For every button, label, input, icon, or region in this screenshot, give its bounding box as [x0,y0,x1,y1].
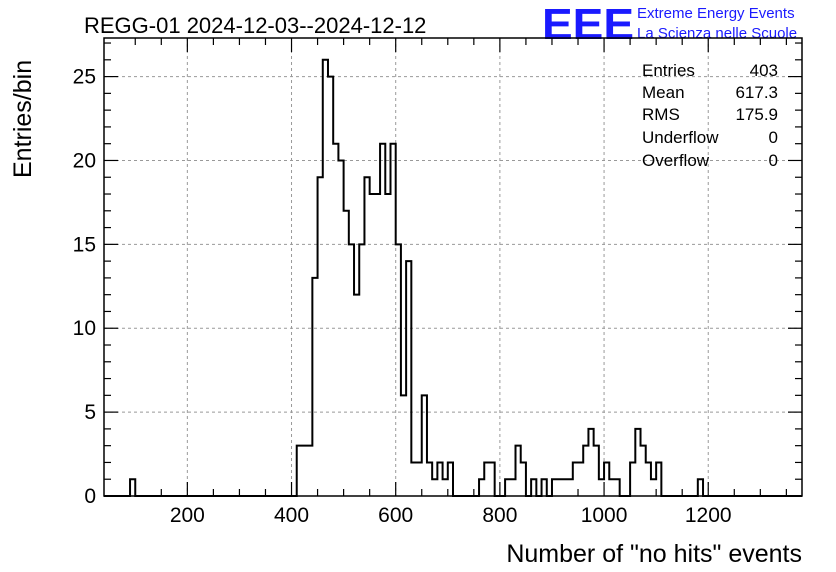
x-axis-title: Number of "no hits" events [506,540,802,568]
y-axis-title: Entries/bin [9,60,37,178]
y-tick-label: 10 [73,317,96,340]
x-tick-label: 400 [274,504,309,527]
stats-entries-label: Entries [642,61,695,80]
x-tick-label: 600 [378,504,413,527]
y-tick-label: 20 [73,149,96,172]
stats-entries-value: 403 [750,61,778,80]
plot-frame [103,37,803,497]
chart-title: REGG-01 2024-12-03--2024-12-12 [84,13,426,38]
stats-overflow-label: Overflow [642,151,710,170]
stats-mean-value: 617.3 [735,83,778,102]
stats-underflow-label: Underflow [642,128,719,147]
stats-overflow-value: 0 [769,151,778,170]
x-tick-label: 200 [170,504,205,527]
stats-underflow-value: 0 [769,128,778,147]
x-axis-ticks: 200 400 600 800 1000 1200 [134,38,787,527]
stats-rms-value: 175.9 [735,105,778,124]
x-tick-label: 1000 [581,504,628,527]
eee-logo: EEE Extreme Energy Events La Scienza nel… [542,0,797,49]
eee-logo-line2: La Scienza nelle Scuole [637,25,797,42]
grid-lines [104,38,802,496]
stats-mean-label: Mean [642,83,685,102]
x-tick-label: 1200 [685,504,732,527]
y-tick-label: 25 [73,66,96,89]
stats-box: Entries 403 Mean 617.3 RMS 175.9 Underfl… [642,61,778,170]
eee-logo-line1: Extreme Energy Events [637,5,795,22]
y-tick-label: 15 [73,233,96,256]
stats-rms-label: RMS [642,105,680,124]
y-tick-label: 0 [84,485,96,508]
y-tick-label: 5 [84,401,96,424]
y-axis-ticks: 0 5 10 15 20 25 [73,42,802,508]
eee-logo-mark: EEE [542,0,634,49]
x-tick-label: 800 [482,504,517,527]
